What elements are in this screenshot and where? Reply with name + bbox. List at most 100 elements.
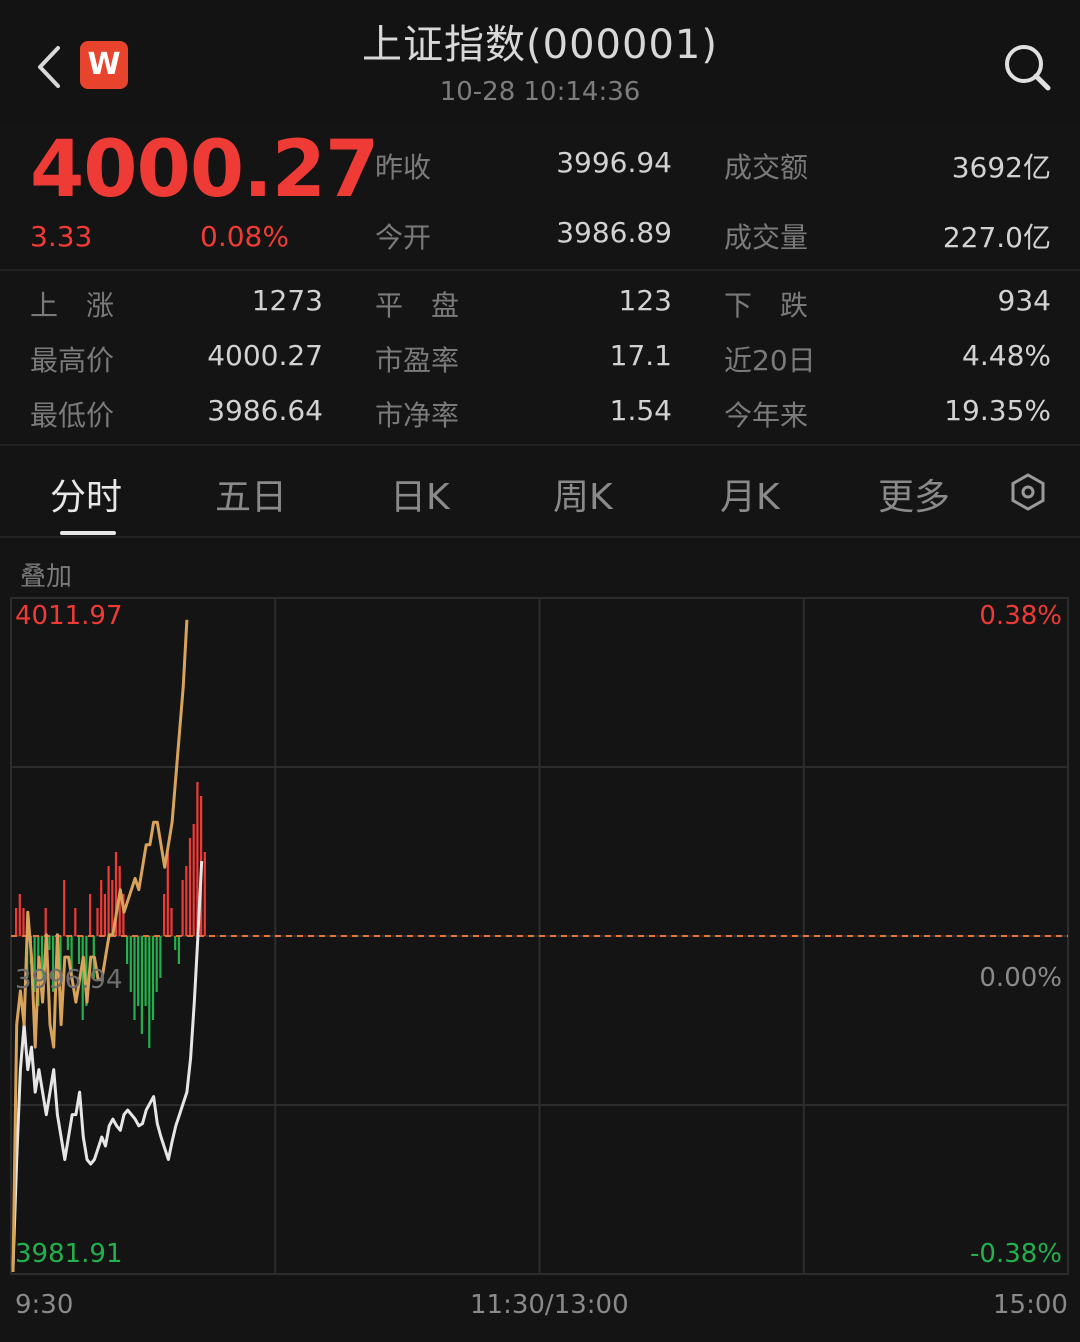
volume-bar: [133, 936, 136, 1020]
volume-bar: [66, 936, 69, 950]
volume-bar: [44, 908, 47, 936]
volume-bar: [96, 908, 99, 936]
tab-weekly-k[interactable]: 周K: [553, 477, 613, 518]
current-price: 4000.27: [30, 125, 379, 215]
volume-bar: [177, 936, 180, 964]
volume-bar: [126, 936, 129, 964]
volume-bar: [144, 936, 147, 1006]
volume-bar: [103, 894, 106, 936]
volume-bar: [52, 936, 55, 992]
volume-bar: [137, 936, 140, 1006]
volume-bar: [85, 936, 88, 1006]
volume-bar: [159, 936, 162, 978]
volume-bar: [192, 824, 195, 936]
volume-bar: [48, 936, 51, 950]
y-axis-high-label: 4011.97: [15, 601, 123, 631]
price-change-percent: 0.08%: [200, 220, 289, 253]
breadth-value: 17.1: [609, 339, 672, 372]
volume-bar: [155, 936, 158, 992]
stat-label: 昨收: [375, 151, 432, 184]
volume-bar: [59, 936, 62, 978]
active-tab-indicator: [60, 531, 116, 535]
volume-bar: [33, 936, 36, 992]
volume-bar: [81, 936, 84, 1020]
breadth-value: 1273: [251, 284, 323, 317]
volume-bar: [15, 908, 18, 936]
volume-bar: [174, 936, 177, 950]
breadth-value: 934: [997, 284, 1051, 317]
volume-bar: [74, 908, 77, 936]
pct-axis-ref-label: 0.00%: [979, 963, 1062, 993]
breadth-value: 19.35%: [944, 394, 1051, 427]
divider: [0, 269, 1080, 271]
breadth-label: 市净率: [375, 399, 460, 432]
price-line: [11, 861, 204, 1268]
volume-bar: [129, 936, 132, 992]
breadth-value: 123: [618, 284, 672, 317]
volume-bar: [77, 936, 81, 964]
divider: [0, 536, 1080, 538]
x-axis-end-label: 15:00: [993, 1290, 1068, 1320]
volume-bar: [107, 866, 110, 936]
stat-value: 3692亿: [951, 151, 1051, 184]
pct-axis-high-label: 0.38%: [979, 601, 1062, 631]
breadth-value: 4.48%: [962, 339, 1051, 372]
volume-bar: [70, 936, 73, 978]
chart-settings-button[interactable]: [1008, 472, 1048, 512]
overlay-button[interactable]: 叠加: [20, 562, 73, 592]
volume-bar: [40, 936, 44, 978]
intraday-chart[interactable]: 4011.97 3996.94 3981.91 0.38% 0.00% -0.3…: [0, 590, 1080, 1280]
breadth-value: 4000.27: [207, 339, 323, 372]
timestamp: 10-28 10:14:36: [439, 77, 641, 107]
search-button[interactable]: [1000, 40, 1054, 94]
header-bar: [0, 0, 1080, 125]
tab-monthly-k[interactable]: 月K: [720, 477, 780, 518]
tab-intraday[interactable]: 分时: [50, 477, 123, 518]
volume-bar: [89, 894, 92, 936]
volume-bar: [114, 852, 118, 936]
search-icon: [1005, 45, 1051, 91]
price-change: 3.33: [30, 220, 93, 253]
tab-more[interactable]: 更多: [878, 477, 951, 518]
breadth-label: 今年来: [724, 399, 809, 432]
volume-bar: [166, 852, 169, 936]
app-logo[interactable]: W: [80, 41, 128, 89]
breadth-value: 1.54: [609, 394, 672, 427]
volume-bar: [163, 894, 166, 936]
breadth-label: 近20日: [724, 344, 816, 377]
volume-bar: [181, 880, 184, 936]
chevron-left-icon: [38, 46, 60, 88]
breadth-label: 上 涨: [30, 289, 115, 322]
volume-bar: [100, 880, 103, 936]
breadth-label: 最高价: [30, 344, 115, 377]
stat-value: 3986.89: [556, 216, 672, 249]
volume-bar: [203, 852, 206, 936]
volume-bar: [122, 894, 125, 936]
x-axis-start-label: 9:30: [15, 1290, 74, 1320]
average-line: [11, 619, 189, 1273]
settings-hexagon-icon: [1011, 473, 1045, 511]
x-axis-mid-label: 11:30/13:00: [470, 1290, 629, 1320]
stat-label: 成交额: [724, 151, 809, 184]
divider: [0, 444, 1080, 446]
y-axis-low-label: 3981.91: [15, 1239, 123, 1269]
volume-bar: [170, 908, 173, 936]
volume-bar: [188, 838, 192, 936]
volume-bar: [22, 908, 25, 936]
breadth-label: 市盈率: [375, 344, 460, 377]
breadth-value: 3986.64: [207, 394, 323, 427]
tab-five-day[interactable]: 五日: [215, 477, 288, 518]
stat-label: 今开: [375, 221, 432, 254]
volume-bar: [63, 880, 66, 936]
volume-bar: [18, 894, 21, 936]
volume-bar: [196, 782, 199, 936]
volume-bar: [140, 936, 143, 1034]
tab-daily-k[interactable]: 日K: [390, 477, 450, 518]
stat-label: 成交量: [724, 221, 809, 254]
volume-bar: [148, 936, 151, 1048]
y-axis-ref-label: 3996.94: [15, 965, 123, 995]
page-title: 上证指数(000001): [362, 22, 718, 68]
back-button[interactable]: [30, 40, 70, 94]
breadth-label: 平 盘: [375, 289, 460, 322]
breadth-label: 下 跌: [724, 289, 809, 322]
